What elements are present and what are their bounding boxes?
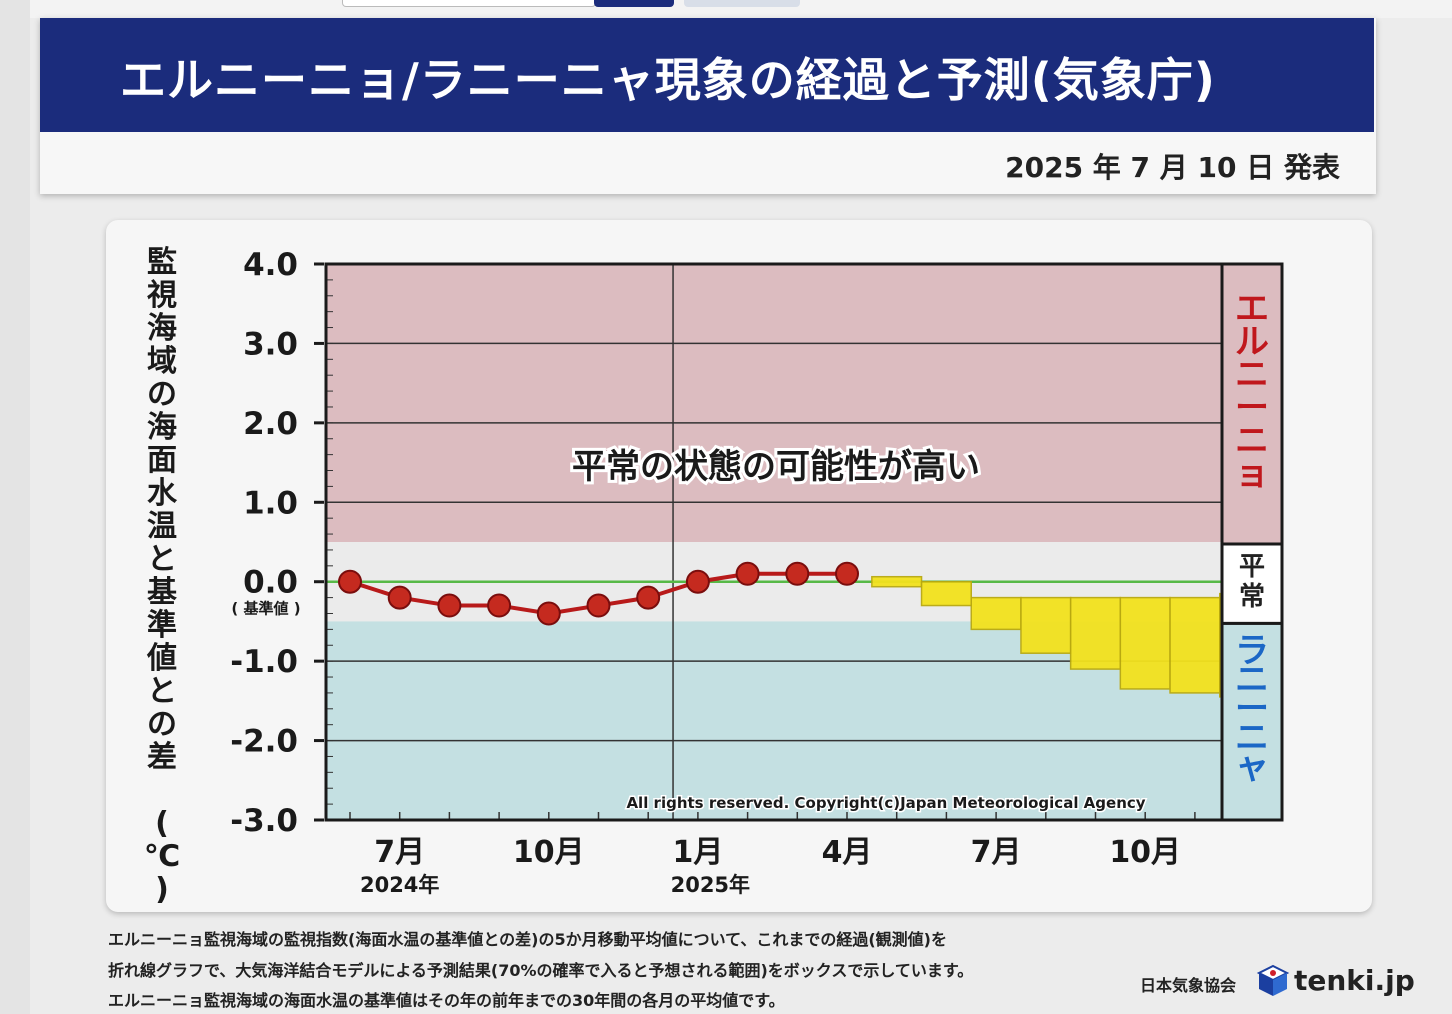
chart-annotation: 平常の状態の可能性が高い xyxy=(572,447,980,487)
lanina-label-char: ニ xyxy=(1235,660,1269,700)
forecast-box xyxy=(920,580,972,607)
enso-chart: エルニーニョ平常ラニーニャ4.03.02.01.00.0-1.0-2.0-3.0… xyxy=(144,245,1284,907)
y-axis-title-char: 水 xyxy=(147,476,178,511)
y-axis-title-char: 差 xyxy=(147,740,177,775)
lanina-label-box xyxy=(1220,621,1284,822)
y-axis-title-char: ( xyxy=(155,806,169,841)
y-tick-label: -2.0 xyxy=(230,724,298,760)
elnino-label-box xyxy=(1220,262,1284,546)
x-month-label: 10月 xyxy=(1109,835,1181,870)
y-axis-title-char: と xyxy=(147,674,177,709)
y-tick-label: -1.0 xyxy=(230,644,298,680)
y-tick-label: -3.0 xyxy=(230,803,298,839)
elnino-label-char: ー xyxy=(1235,388,1269,428)
lanina-label-char: ニ xyxy=(1235,718,1269,758)
x-month-label: 7月 xyxy=(374,835,425,870)
release-date: 2025 年 7 月 10 日 発表 xyxy=(1005,151,1340,184)
y-axis-title-char: 値 xyxy=(146,641,177,676)
browser-top-strip xyxy=(0,0,1452,18)
y-tick-label: 3.0 xyxy=(243,326,298,362)
observed-point xyxy=(536,601,561,626)
search-button[interactable] xyxy=(594,0,674,7)
copyright-text: All rights reserved. Copyright(c)Japan M… xyxy=(626,794,1145,812)
left-margin xyxy=(0,0,30,1014)
y-axis-title-char: 面 xyxy=(147,443,177,478)
lanina-label-char: ラ xyxy=(1235,631,1269,671)
chart-card: エルニーニョ平常ラニーニャ 4.0 3.0 2.0 1.0 0.0 -1.0 -2.0 -3.0… xyxy=(106,220,1372,912)
forecast-box xyxy=(970,596,1022,631)
normal-label: 平常 xyxy=(1239,552,1265,612)
elnino-label: エルニーニョ xyxy=(1235,289,1269,494)
elnino-band xyxy=(326,264,1222,542)
forecast-box xyxy=(1069,596,1122,670)
x-year-label: 2025年 xyxy=(671,873,750,897)
observed-point xyxy=(437,593,462,618)
y-axis-title-char: の xyxy=(147,707,177,742)
normal-label-box xyxy=(1220,542,1284,625)
observed-point xyxy=(735,561,760,586)
title-bar: エルニーニョ/ラニーニャ現象の経過と予測(気象庁) xyxy=(40,18,1374,132)
y-axis-title-char: ) xyxy=(155,872,169,907)
observed-point xyxy=(785,561,810,586)
tab-button[interactable] xyxy=(684,0,800,7)
page-title: エルニーニョ/ラニーニャ現象の経過と予測(気象庁) xyxy=(120,53,1216,107)
observed-point xyxy=(586,593,611,618)
elnino-label-char: ニ xyxy=(1235,421,1269,461)
observed-point xyxy=(835,561,859,586)
elnino-label-char: ル xyxy=(1235,322,1269,362)
lanina-label: ラニーニャ xyxy=(1235,631,1269,787)
x-month-label: 1月 xyxy=(672,835,723,870)
forecast-box xyxy=(1119,596,1171,690)
y-tick-label: 2.0 xyxy=(243,406,298,442)
y-axis-title-char: 海 xyxy=(147,410,177,445)
footnote-line-1: エルニーニョ監視海域の監視指数(海面水温の基準値との差)の5か月移動平均値につい… xyxy=(108,930,947,949)
y-axis-title-char: 視 xyxy=(147,278,177,313)
tenki-cube-icon xyxy=(1256,964,1290,996)
elnino-label-char: ニ xyxy=(1235,355,1269,395)
x-month-label: 10月 xyxy=(513,835,585,870)
x-month-label: 4月 xyxy=(822,835,873,870)
forecast-box xyxy=(1020,596,1072,654)
observed-point xyxy=(338,569,362,594)
lanina-label-char: ー xyxy=(1235,689,1269,729)
footnote-line-2: 折れ線グラフで、大気海洋結合モデルによる予測結果(70%の確率で入ると予想される… xyxy=(108,961,974,980)
observed-point xyxy=(387,585,412,610)
footnote-line-3: エルニーニョ監視海域の海面水温の基準値はその年の前年までの30年間の各月の平均値… xyxy=(108,991,785,1010)
y-tick-label: 0.0 xyxy=(243,565,298,601)
baseline-note: ( 基準値 ) xyxy=(231,600,300,618)
y-axis-title-char: 温 xyxy=(147,509,177,544)
forecast-box xyxy=(1169,596,1221,694)
lanina-label-char: ャ xyxy=(1235,747,1269,787)
y-axis-title-char: ℃ xyxy=(144,839,180,874)
observed-point xyxy=(685,569,710,594)
forecast-box xyxy=(871,575,923,588)
search-box[interactable] xyxy=(342,0,596,7)
tenki-logo-text[interactable]: tenki.jp xyxy=(1294,964,1415,997)
jwa-logo-text: 日本気象協会 xyxy=(1140,976,1237,995)
elnino-label-char: エ xyxy=(1235,289,1269,329)
observed-point xyxy=(636,585,661,610)
x-month-label: 7月 xyxy=(971,835,1022,870)
y-axis-title-char: と xyxy=(147,542,177,577)
observed-point xyxy=(487,593,512,618)
x-year-label: 2024年 xyxy=(360,873,439,897)
y-tick-label: 1.0 xyxy=(243,485,298,521)
y-axis-title-char: 基 xyxy=(147,575,177,610)
y-axis-title-char: の xyxy=(147,377,177,412)
normal-label-char: 平 xyxy=(1239,552,1265,582)
y-axis-title-char: 監 xyxy=(147,245,177,280)
y-axis-title-char: 海 xyxy=(147,311,177,346)
normal-label-char: 常 xyxy=(1239,582,1265,612)
y-tick-label: 4.0 xyxy=(243,247,298,283)
y-axis-title-char: 域 xyxy=(147,344,177,379)
title-card: エルニーニョ/ラニーニャ現象の経過と予測(気象庁) 2025 年 7 月 10 … xyxy=(40,18,1376,194)
y-axis-title-char: 準 xyxy=(147,608,177,643)
elnino-label-char: ョ xyxy=(1235,454,1269,494)
